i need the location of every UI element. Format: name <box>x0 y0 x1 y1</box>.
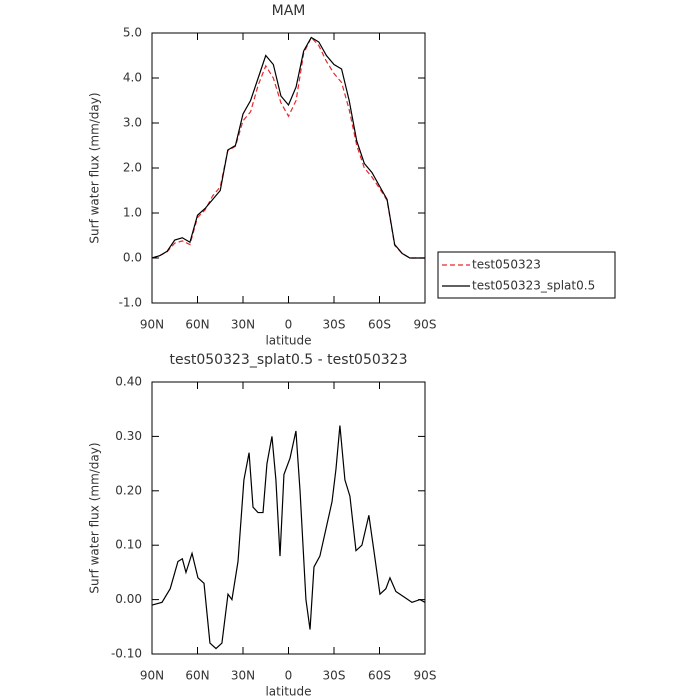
y-tick-label: 0.30 <box>115 429 142 443</box>
y-tick-label: 0.20 <box>115 483 142 497</box>
x-tick-label: 60S <box>368 669 391 683</box>
y-tick-label: 0.10 <box>115 538 142 552</box>
y-tick-label: 1.0 <box>123 206 142 220</box>
y-tick-label: 0.00 <box>115 592 142 606</box>
plot-frame <box>151 381 426 655</box>
data-line <box>151 425 426 650</box>
chart-title: test050323_splat0.5 - test050323 <box>169 352 407 368</box>
y-axis-label: Surf water flux (mm/day) <box>88 92 102 243</box>
x-tick-label: 30S <box>323 318 346 332</box>
y-tick-label: 3.0 <box>123 116 142 130</box>
y-tick-label: 4.0 <box>123 71 142 85</box>
y-tick-label: -0.10 <box>111 647 142 661</box>
x-tick-label: 60N <box>185 669 209 683</box>
y-tick-label: -1.0 <box>119 296 142 310</box>
data-line <box>151 36 425 259</box>
y-axis-label: Surf water flux (mm/day) <box>88 442 102 593</box>
legend-label: test050323_splat0.5 <box>472 279 595 293</box>
chart-title: MAM <box>272 3 306 19</box>
data-line <box>151 36 425 259</box>
x-tick-label: 30S <box>323 669 346 683</box>
y-tick-label: 5.0 <box>123 26 142 40</box>
x-tick-label: 30N <box>231 669 255 683</box>
y-tick-label: 0.0 <box>123 251 142 265</box>
x-tick-label: 60N <box>185 318 209 332</box>
x-tick-label: 90S <box>414 669 437 683</box>
y-tick-label: 0.40 <box>115 375 142 389</box>
x-tick-label: 60S <box>368 318 391 332</box>
x-tick-label: 90N <box>140 669 164 683</box>
plot-frame <box>151 32 426 304</box>
y-tick-label: 2.0 <box>123 161 142 175</box>
legend-label: test050323 <box>472 258 541 272</box>
x-tick-label: 0 <box>285 669 293 683</box>
legend-box <box>437 251 616 299</box>
x-tick-label: 0 <box>285 318 293 332</box>
x-axis-label: latitude <box>265 334 311 348</box>
x-tick-label: 30N <box>231 318 255 332</box>
x-tick-label: 90N <box>140 318 164 332</box>
x-axis-label: latitude <box>265 685 311 699</box>
x-tick-label: 90S <box>414 318 437 332</box>
